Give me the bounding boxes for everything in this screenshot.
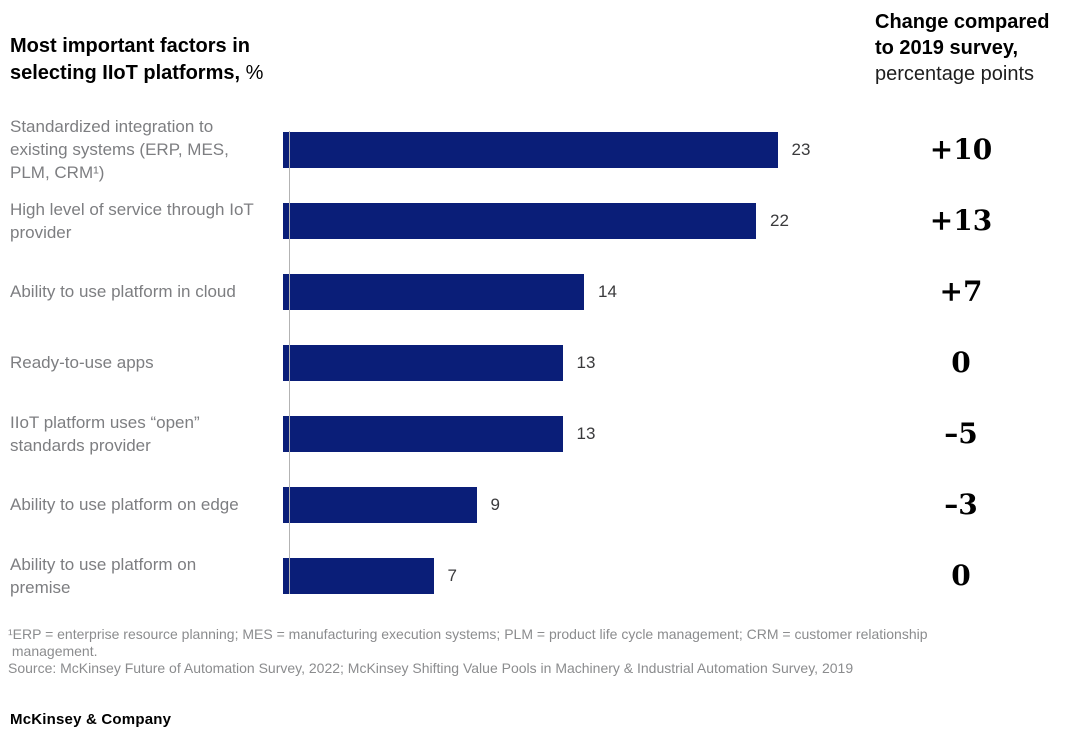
category-label: Ready-to-use apps: [10, 353, 154, 372]
bar: [283, 202, 756, 239]
title-unit: %: [245, 62, 264, 84]
bar-track: 14: [282, 256, 842, 327]
title-line2: selecting IIoT platforms,: [10, 62, 241, 84]
bar-value: 13: [576, 352, 596, 372]
bar-track: 7: [282, 540, 842, 611]
chart-row: High level of service through IoT provid…: [0, 185, 1080, 256]
change-value: 0: [951, 559, 971, 592]
axis-line: [289, 131, 290, 594]
change-column-header: Change compared to 2019 survey, percenta…: [875, 9, 1049, 87]
bar: [283, 344, 563, 381]
change-header-line1: Change compared: [875, 11, 1050, 33]
footnote: ¹ERP = enterprise resource planning; MES…: [8, 626, 928, 659]
chart-row: Ready-to-use apps 13 0: [0, 327, 1080, 398]
change-value: +10: [929, 133, 993, 166]
category-label: High level of service through IoT provid…: [10, 199, 254, 242]
bar-value: 7: [447, 565, 457, 585]
bar-value: 9: [490, 494, 500, 514]
title-line1: Most important factors in: [10, 35, 251, 57]
mckinsey-logo: McKinsey & Company: [10, 711, 172, 728]
bar-value: 13: [576, 423, 596, 443]
bar: [283, 486, 477, 523]
bar: [283, 131, 778, 168]
chart-row: Ability to use platform on premise 7 0: [0, 540, 1080, 611]
change-value: +13: [929, 204, 993, 237]
bar-value: 14: [598, 281, 617, 301]
change-value: –3: [944, 488, 978, 521]
chart-row: Ability to use platform on edge 9 –3: [0, 469, 1080, 540]
category-label: Standardized integration to existing sys…: [10, 117, 229, 182]
source-line: Source: McKinsey Future of Automation Su…: [8, 660, 854, 676]
category-label: IIoT platform uses “open” standards prov…: [10, 412, 200, 455]
change-value: 0: [951, 346, 971, 379]
change-header-line2: to 2019 survey,: [875, 37, 1019, 59]
bar-track: 23: [282, 114, 842, 185]
change-value: +7: [939, 275, 983, 308]
bar: [283, 273, 584, 310]
change-value: –5: [944, 417, 978, 450]
bar-track: 9: [282, 469, 842, 540]
bar: [283, 415, 563, 452]
bar-track: 22: [282, 185, 842, 256]
bar: [283, 557, 434, 594]
category-label: Ability to use platform on edge: [10, 495, 239, 514]
bar-track: 13: [282, 327, 842, 398]
bar-value: 23: [791, 139, 811, 159]
chart-row: Ability to use platform in cloud 14 +7: [0, 256, 1080, 327]
category-label: Ability to use platform in cloud: [10, 282, 236, 301]
bar-value: 22: [770, 210, 789, 230]
change-header-line3: percentage points: [875, 63, 1035, 85]
bar-track: 13: [282, 398, 842, 469]
category-label: Ability to use platform on premise: [10, 554, 197, 597]
bar-chart: Standardized integration to existing sys…: [0, 114, 1080, 611]
chart-row: Standardized integration to existing sys…: [0, 114, 1080, 185]
chart-row: IIoT platform uses “open” standards prov…: [0, 398, 1080, 469]
page-title: Most important factors in selecting IIoT…: [10, 33, 263, 87]
